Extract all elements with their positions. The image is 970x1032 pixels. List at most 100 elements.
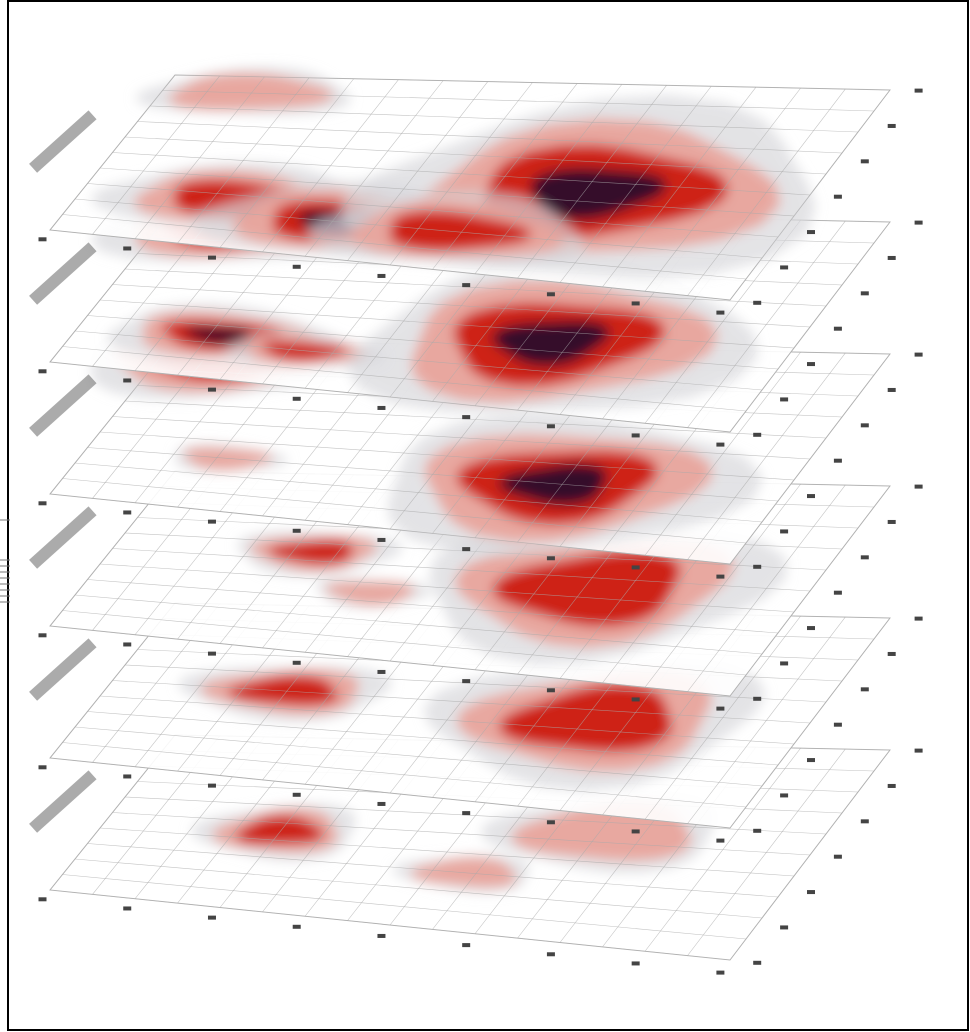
grid-line bbox=[87, 843, 779, 898]
density-contour bbox=[227, 675, 338, 706]
grid-line bbox=[112, 680, 811, 724]
tick bbox=[38, 897, 47, 902]
tick bbox=[914, 352, 923, 357]
grid-line bbox=[74, 858, 763, 919]
grid-line bbox=[137, 121, 843, 154]
layer-label bbox=[29, 110, 97, 173]
tick bbox=[292, 264, 301, 269]
tick bbox=[914, 220, 923, 225]
grid-line bbox=[99, 563, 795, 613]
tick bbox=[833, 194, 842, 199]
density-contour bbox=[491, 320, 611, 367]
grid-line bbox=[124, 400, 827, 439]
tick bbox=[462, 679, 471, 684]
grid-line bbox=[49, 229, 731, 301]
grid-line bbox=[174, 74, 891, 91]
tick bbox=[631, 697, 640, 702]
grid-line bbox=[112, 152, 811, 196]
tick bbox=[462, 547, 471, 552]
tick bbox=[780, 397, 789, 402]
tick bbox=[207, 915, 216, 920]
grid-line bbox=[124, 664, 827, 703]
grid-line bbox=[112, 416, 811, 460]
tick bbox=[631, 565, 640, 570]
tick bbox=[546, 688, 555, 693]
tick bbox=[377, 801, 386, 806]
tick bbox=[860, 555, 869, 560]
tick bbox=[546, 952, 555, 957]
tick bbox=[887, 783, 896, 788]
tick bbox=[753, 828, 762, 833]
tick bbox=[753, 960, 762, 965]
tick bbox=[780, 529, 789, 534]
tick bbox=[123, 906, 132, 911]
tick bbox=[292, 792, 301, 797]
tick bbox=[914, 484, 923, 489]
tick bbox=[546, 556, 555, 561]
tick bbox=[38, 237, 47, 242]
tick bbox=[546, 424, 555, 429]
tick bbox=[914, 748, 923, 753]
tick bbox=[833, 326, 842, 331]
density bbox=[91, 66, 816, 278]
tick bbox=[887, 519, 896, 524]
layer-label bbox=[29, 638, 97, 701]
tick bbox=[807, 626, 815, 631]
grid-line bbox=[62, 214, 747, 280]
tick bbox=[887, 651, 896, 656]
tick bbox=[807, 362, 815, 367]
tick bbox=[292, 660, 301, 665]
tick bbox=[860, 291, 869, 296]
tick bbox=[462, 943, 471, 948]
tick bbox=[631, 433, 640, 438]
tick bbox=[462, 283, 471, 288]
tick bbox=[207, 387, 216, 392]
layer-label bbox=[29, 242, 97, 305]
grid-line bbox=[49, 493, 731, 565]
grid-line bbox=[112, 548, 811, 592]
density-contour bbox=[235, 815, 325, 845]
tick bbox=[38, 369, 47, 374]
grid-line bbox=[124, 136, 827, 175]
tick bbox=[887, 255, 896, 260]
grid-line bbox=[112, 812, 811, 856]
tick bbox=[123, 774, 132, 779]
grid-line bbox=[99, 167, 795, 217]
grid-line bbox=[149, 105, 859, 133]
tick bbox=[462, 415, 471, 420]
tick bbox=[833, 590, 842, 595]
tick bbox=[631, 829, 640, 834]
tick bbox=[753, 300, 762, 305]
grid-line bbox=[62, 478, 747, 544]
density-contour bbox=[268, 540, 354, 565]
tick bbox=[292, 924, 301, 929]
grid-line bbox=[87, 447, 779, 502]
grid-line bbox=[87, 711, 779, 766]
tick bbox=[292, 528, 301, 533]
density-contour bbox=[492, 550, 681, 627]
tick bbox=[887, 387, 896, 392]
density-contour bbox=[168, 73, 334, 110]
grid-line bbox=[74, 726, 763, 787]
layer-label bbox=[29, 374, 97, 437]
tick bbox=[807, 890, 815, 895]
grid-line bbox=[99, 695, 795, 745]
tick bbox=[377, 669, 386, 674]
tick bbox=[780, 925, 789, 930]
grid-line bbox=[49, 757, 731, 829]
tick bbox=[123, 378, 132, 383]
layer-label bbox=[29, 770, 97, 833]
tick bbox=[807, 230, 815, 235]
tick bbox=[38, 633, 47, 638]
tick bbox=[914, 616, 923, 621]
grid-line bbox=[74, 462, 763, 523]
tick bbox=[716, 706, 725, 711]
tick bbox=[123, 246, 132, 251]
tick bbox=[780, 793, 789, 798]
density-contour bbox=[498, 463, 607, 506]
tick bbox=[292, 396, 301, 401]
tick bbox=[807, 758, 815, 763]
grid-line bbox=[99, 431, 795, 481]
grid-line bbox=[99, 827, 795, 877]
